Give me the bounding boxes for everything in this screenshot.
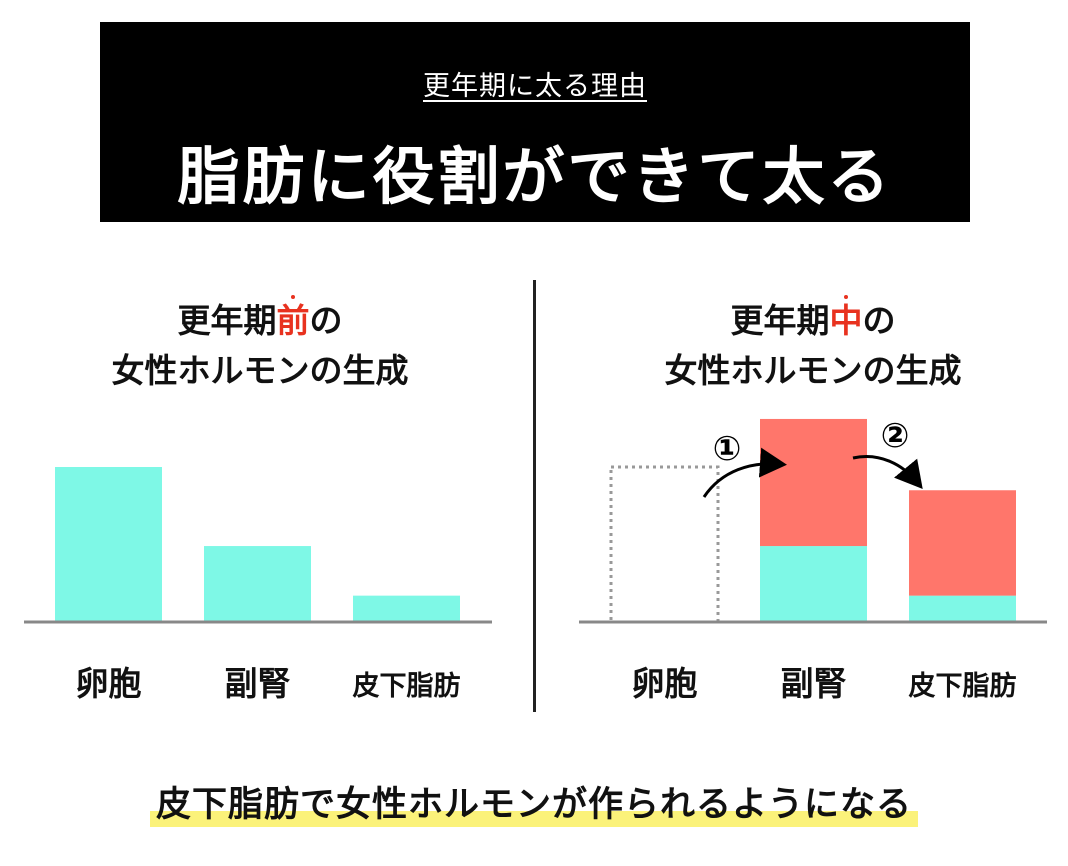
left-bar-1-series-0: [204, 546, 311, 622]
footer-text: 皮下脂肪で女性ホルモンが作られるようになる: [149, 785, 918, 827]
left-category-label-2: 皮下脂肪: [353, 671, 461, 702]
right-chart: 卵胞 副腎 皮下脂肪: [579, 418, 1047, 703]
title-banner: 更年期に太る理由 脂肪に役割ができて太る: [100, 22, 970, 222]
right-category-label-0: 卵胞: [632, 664, 698, 703]
annotation-2: ②: [881, 416, 910, 456]
right-bar-1-series-0: [760, 546, 867, 622]
left-title-prefix: 更年期: [177, 301, 277, 340]
right-panel-title: 更年期中の 女性ホルモンの生成: [553, 296, 1068, 396]
right-category-label-2: 皮下脂肪: [909, 671, 1017, 702]
left-bar-0-series-0: [55, 467, 162, 622]
footer-caption: 皮下脂肪で女性ホルモンが作られるようになる: [0, 776, 1068, 827]
right-title-line2: 女性ホルモンの生成: [664, 351, 962, 390]
left-panel-title: 更年期前の 女性ホルモンの生成: [0, 296, 520, 396]
right-title-suffix: の: [862, 301, 896, 340]
right-previous-level-0: [609, 465, 720, 624]
right-bar-2-series-0: [909, 595, 1016, 622]
annotation-1: ①: [713, 429, 742, 469]
left-category-label-0: 卵胞: [76, 664, 142, 703]
right-bar-2-series-1: [909, 490, 1016, 596]
left-category-label-1: 副腎: [225, 664, 291, 703]
banner-subtitle: 更年期に太る理由: [423, 71, 647, 102]
panel-divider: [533, 280, 536, 712]
right-category-label-1: 副腎: [781, 664, 847, 703]
banner-title: 脂肪に役割ができて太る: [177, 140, 893, 213]
left-title-suffix: の: [309, 301, 343, 340]
right-bar-1-series-1: [760, 418, 867, 547]
arrow-1: [702, 447, 787, 498]
left-chart: 卵胞 副腎 皮下脂肪: [24, 467, 492, 703]
left-bar-2-series-0: [353, 595, 460, 622]
right-title-highlight: 中: [829, 301, 863, 340]
left-title-highlight: 前: [276, 301, 310, 340]
left-title-line2: 女性ホルモンの生成: [111, 351, 409, 390]
right-title-prefix: 更年期: [730, 301, 830, 340]
arrow-2: [852, 455, 923, 489]
